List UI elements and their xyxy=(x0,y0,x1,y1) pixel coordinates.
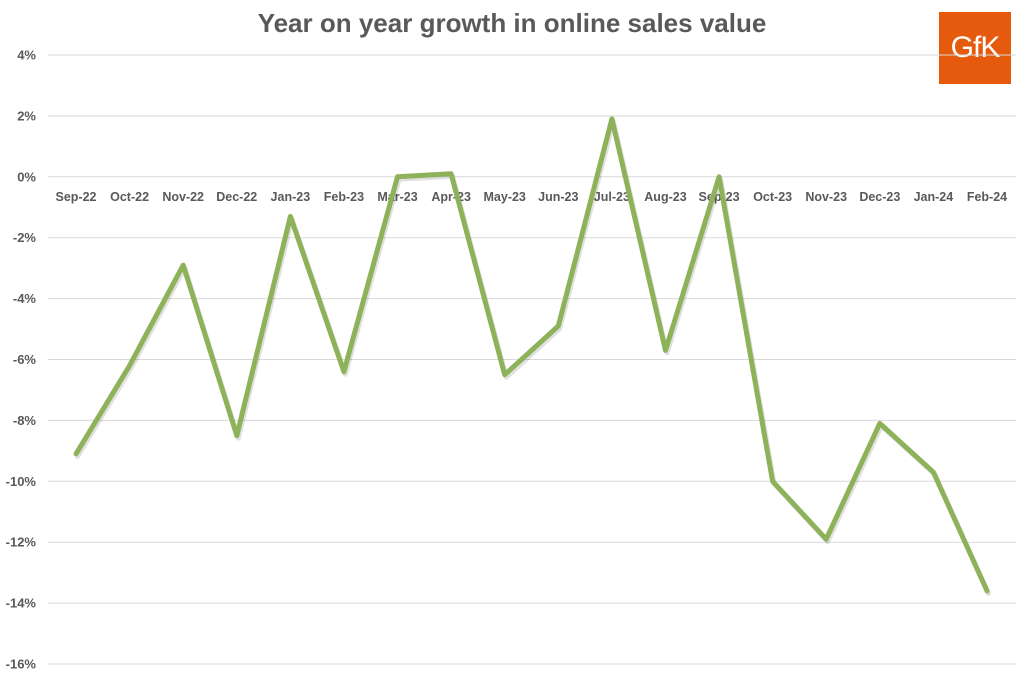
x-tick-label: Dec-23 xyxy=(859,190,900,204)
x-tick-label: Apr-23 xyxy=(431,190,471,204)
y-tick-label: -16% xyxy=(6,657,37,672)
gridlines xyxy=(48,54,1016,665)
x-axis-ticks: Sep-22 Oct-22 Nov-22 Dec-22 Jan-23 Feb-23 Mar-… xyxy=(56,190,1008,204)
x-tick-label: Feb-23 xyxy=(324,190,364,204)
y-tick-label: -6% xyxy=(13,352,37,367)
y-tick-label: 2% xyxy=(17,108,36,123)
x-tick-label: Jan-24 xyxy=(914,190,954,204)
series-line xyxy=(73,116,990,594)
x-tick-label: Oct-23 xyxy=(753,190,792,204)
y-tick-label: -10% xyxy=(6,474,37,489)
x-tick-label: Jun-23 xyxy=(538,190,578,204)
x-tick-label: Oct-22 xyxy=(110,190,149,204)
y-tick-label: -12% xyxy=(6,535,37,550)
y-tick-label: -4% xyxy=(13,291,37,306)
x-tick-label: Nov-23 xyxy=(805,190,847,204)
chart-title: Year on year growth in online sales valu… xyxy=(257,8,767,38)
y-tick-label: -14% xyxy=(6,596,37,611)
gfk-logo: GfK xyxy=(939,12,1011,84)
x-tick-label: Sep-22 xyxy=(56,190,97,204)
x-tick-label: Jul-23 xyxy=(594,190,630,204)
y-tick-label: -8% xyxy=(13,413,37,428)
x-tick-label: May-23 xyxy=(484,190,526,204)
x-tick-label: Feb-24 xyxy=(967,190,1007,204)
x-tick-label: Mar-23 xyxy=(377,190,417,204)
y-tick-label: 0% xyxy=(17,169,36,184)
y-axis-ticks: 4% 2% 0% -2% -4% -6% -8% -10% -12% -14% -16% xyxy=(6,48,37,672)
gfk-logo-text: GfK xyxy=(950,31,1001,64)
y-tick-label: 4% xyxy=(17,48,36,63)
x-tick-label: Dec-22 xyxy=(216,190,257,204)
series-layer xyxy=(73,116,991,596)
x-tick-label: Nov-22 xyxy=(162,190,204,204)
x-tick-label: Jan-23 xyxy=(271,190,311,204)
x-tick-label: Aug-23 xyxy=(644,190,686,204)
x-tick-label: Sep-23 xyxy=(699,190,740,204)
y-tick-label: -2% xyxy=(13,230,37,245)
